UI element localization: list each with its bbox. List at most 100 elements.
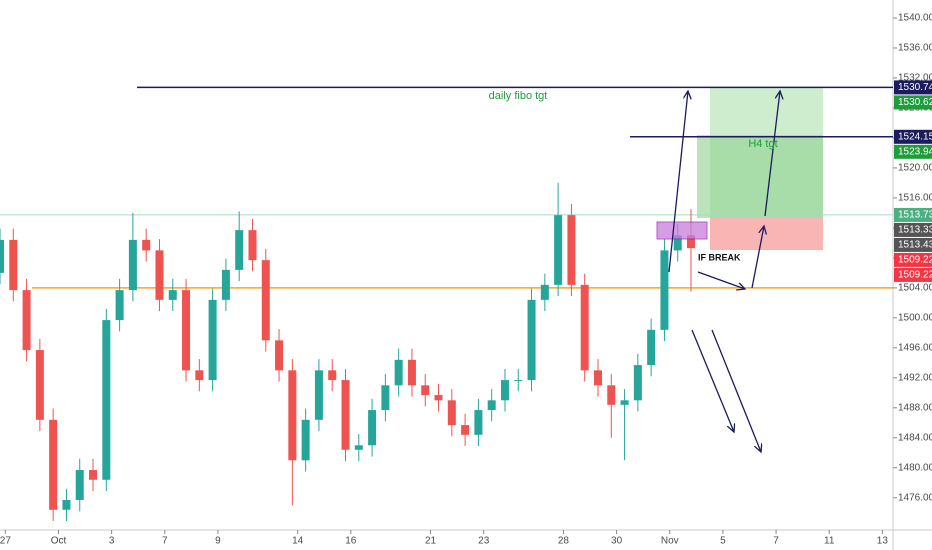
price-label-box	[894, 95, 932, 110]
candle-body	[62, 500, 71, 510]
candle-body	[75, 470, 84, 501]
x-tick-label: 7	[773, 536, 779, 547]
x-tick-label: Oct	[51, 536, 67, 547]
price-label-box	[894, 144, 932, 159]
candle-body	[208, 299, 217, 381]
candle-body	[633, 365, 642, 401]
price-label-box	[894, 80, 932, 95]
x-tick-label: 27	[0, 536, 11, 547]
x-tick-label: 23	[478, 536, 490, 547]
candle-body	[182, 290, 191, 371]
x-tick-label: 5	[720, 536, 726, 547]
candle-body	[168, 290, 177, 300]
candle-body	[314, 370, 323, 420]
candle-body	[407, 359, 416, 386]
annotation: H4 tgt	[748, 138, 777, 150]
candle-body	[142, 239, 151, 251]
candle-body	[49, 419, 58, 510]
range-box	[656, 221, 708, 240]
x-tick-label: Nov	[661, 536, 679, 547]
candle-body	[381, 385, 390, 411]
candle-body	[102, 320, 111, 480]
y-tick-label: 1488.00	[898, 402, 932, 413]
price-label-box	[894, 207, 932, 222]
candle-body	[394, 359, 403, 386]
stop-zone	[710, 218, 823, 250]
y-tick-label: 1520.00	[898, 163, 932, 174]
y-tick-label: 1476.00	[898, 492, 932, 503]
candle-body	[341, 380, 350, 450]
candle-body	[235, 230, 244, 270]
annotation: daily fibo tgt	[489, 90, 548, 102]
x-tick-label: 11	[824, 536, 835, 547]
price-label: 1530.74	[898, 82, 932, 93]
price-label: 1530.62	[898, 97, 932, 108]
candle-body	[554, 215, 563, 285]
candle-body	[261, 260, 270, 341]
x-tick-label: 3	[109, 536, 115, 547]
price-label-box	[894, 252, 932, 267]
price-label-box	[894, 267, 932, 282]
candle-body	[115, 290, 124, 321]
x-tick-label: 28	[558, 536, 570, 547]
candle-body	[35, 350, 44, 420]
y-tick-label: 1492.00	[898, 372, 932, 383]
arrow	[711, 329, 761, 452]
price-label-box	[894, 222, 932, 237]
candle-body	[128, 239, 137, 291]
candle-body	[354, 445, 363, 450]
y-tick-label: 1532.00	[898, 73, 932, 84]
annotation: IF BREAK	[698, 252, 741, 262]
arrow	[764, 91, 780, 217]
candle-body	[421, 385, 430, 396]
candle-body	[434, 395, 443, 401]
candle-body	[660, 250, 669, 330]
y-tick-label: 1484.00	[898, 432, 932, 443]
candle-body	[301, 419, 310, 461]
candle-body	[288, 370, 297, 461]
candle-body	[527, 299, 536, 381]
candle-body	[500, 380, 509, 401]
x-tick-label: 9	[215, 536, 221, 547]
candle-body	[275, 340, 284, 371]
x-tick-label: 13	[877, 536, 889, 547]
candle-body	[474, 410, 483, 435]
price-label: 1513.33	[898, 225, 932, 236]
arrow	[691, 329, 734, 432]
candle-body	[567, 215, 576, 285]
y-tick-label: 1504.00	[898, 283, 932, 294]
arrow	[668, 91, 688, 273]
candle-body	[487, 400, 496, 411]
candle-body	[514, 380, 523, 382]
candle-body	[368, 410, 377, 446]
candle-body	[22, 290, 31, 351]
candle-body	[607, 385, 616, 405]
y-tick-label: 1540.00	[898, 13, 932, 24]
candle-body	[89, 470, 98, 480]
x-tick-label: 16	[345, 536, 357, 547]
price-label: 1513.73	[898, 210, 932, 221]
candle-body	[647, 329, 656, 366]
target-zone	[697, 135, 823, 218]
x-tick-label: 30	[611, 536, 623, 547]
candle-body	[221, 269, 230, 300]
price-label: 1513.43	[898, 240, 932, 251]
candle-body	[687, 235, 696, 249]
price-label-box	[894, 129, 932, 144]
candle-body	[9, 239, 18, 291]
price-label: 1509.22	[898, 255, 932, 266]
price-label: 1509.22	[898, 270, 932, 281]
y-tick-label: 1496.00	[898, 342, 932, 353]
price-label: 1524.15	[898, 131, 932, 142]
candle-body	[540, 284, 549, 300]
candle-body	[328, 370, 337, 381]
candle-body	[461, 425, 470, 435]
candle-body	[195, 370, 204, 381]
candle-body	[593, 370, 602, 386]
arrow	[697, 271, 745, 289]
x-tick-label: 14	[292, 536, 304, 547]
y-tick-label: 1516.00	[898, 193, 932, 204]
candle-body	[673, 235, 682, 251]
